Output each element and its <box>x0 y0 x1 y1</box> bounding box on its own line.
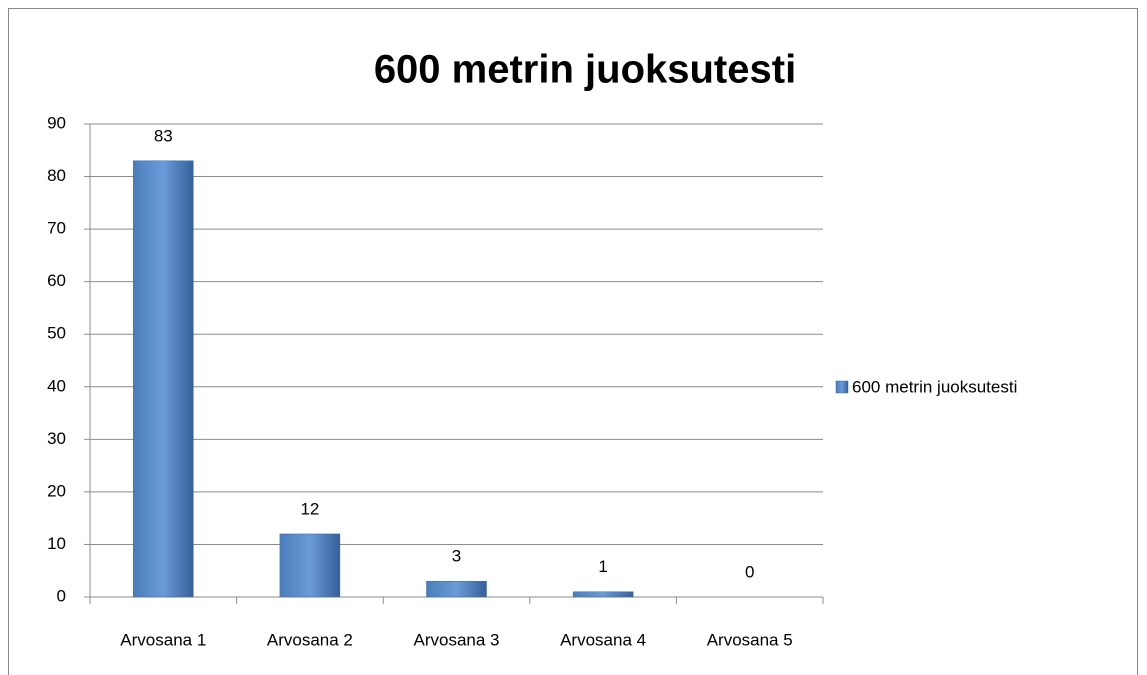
legend-swatch <box>835 380 849 394</box>
x-tick-label: Arvosana 1 <box>120 630 206 649</box>
data-label: 1 <box>598 557 607 576</box>
legend-label: 600 metrin juoksutesti <box>852 377 1017 396</box>
data-label: 12 <box>300 499 319 518</box>
y-tick-label: 50 <box>47 324 66 343</box>
bar <box>279 533 341 598</box>
bar <box>572 591 634 598</box>
y-tick-label: 70 <box>47 219 66 238</box>
y-tick-label: 40 <box>47 376 66 395</box>
chart-frame <box>8 8 1138 675</box>
y-tick-label: 80 <box>47 166 66 185</box>
x-tick-label: Arvosana 4 <box>560 630 646 649</box>
data-label: 83 <box>154 126 173 145</box>
data-label: 0 <box>745 562 754 581</box>
data-label: 3 <box>452 547 461 566</box>
x-tick-label: Arvosana 5 <box>707 630 793 649</box>
y-tick-label: 10 <box>47 534 66 553</box>
x-tick-label: Arvosana 3 <box>414 630 500 649</box>
x-tick-label: Arvosana 2 <box>267 630 353 649</box>
y-tick-label: 0 <box>57 586 66 605</box>
bar <box>133 160 194 598</box>
y-tick-label: 20 <box>47 481 66 500</box>
y-tick-label: 90 <box>47 113 66 132</box>
bar <box>426 580 487 598</box>
y-tick-label: 30 <box>47 429 66 448</box>
y-tick-label: 60 <box>47 271 66 290</box>
chart-title: 600 metrin juoksutesti <box>374 48 796 92</box>
